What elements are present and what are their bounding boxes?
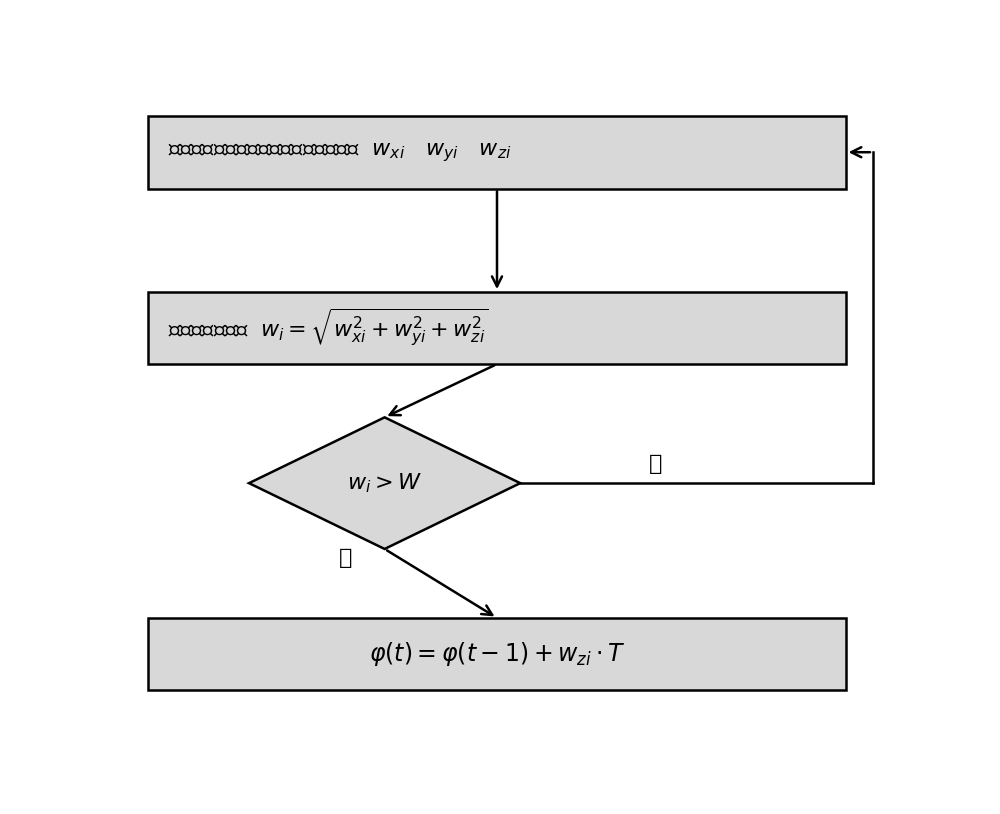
Text: 获取载体坐标系三个轴向上的角速度値  $w_{xi}$   $w_{yi}$   $w_{zi}$: 获取载体坐标系三个轴向上的角速度値 $w_{xi}$ $w_{yi}$ $w_{… [168,141,511,164]
Polygon shape [249,418,520,549]
Text: $\varphi(t) = \varphi(t-1) + w_{zi} \cdot T$: $\varphi(t) = \varphi(t-1) + w_{zi} \cdo… [369,640,625,668]
Text: 计算总角速度値  $w_i = \sqrt{w_{xi}^2 + w_{yi}^2 + w_{zi}^2}$: 计算总角速度値 $w_i = \sqrt{w_{xi}^2 + w_{yi}^2… [168,307,488,349]
Text: 是: 是 [339,549,353,568]
Bar [148,292,846,364]
Bar [148,618,846,690]
Text: 否: 否 [649,454,663,475]
Bar [148,116,846,189]
Text: $w_i > W$: $w_i > W$ [347,471,422,495]
